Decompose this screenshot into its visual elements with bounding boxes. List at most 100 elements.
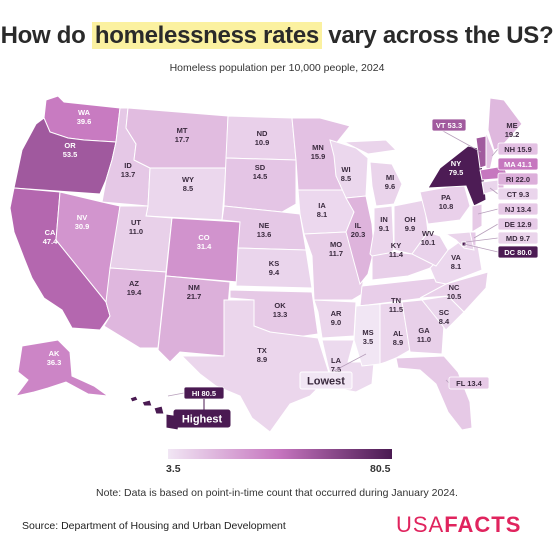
state-label-mt: MT	[177, 126, 188, 135]
callout-label-hi: HI 80.5	[192, 389, 216, 398]
title-highlight: homelessness rates	[91, 22, 322, 49]
state-md	[444, 231, 475, 251]
state-value-me: 19.2	[505, 130, 520, 139]
state-wy	[145, 167, 227, 221]
state-label-mo: MO	[330, 240, 342, 249]
state-label-ca: CA	[45, 228, 56, 237]
state-label-nv: NV	[77, 213, 87, 222]
state-label-ak: AK	[49, 349, 60, 358]
callout-label-vt: VT 53.3	[436, 121, 462, 130]
state-label-nc: NC	[449, 283, 460, 292]
state-label-mi: MI	[386, 173, 394, 182]
state-label-pa: PA	[441, 193, 451, 202]
callout-label-de: DE 12.9	[504, 220, 531, 229]
state-value-ia: 8.1	[317, 210, 327, 219]
title-part: How do	[0, 22, 92, 49]
state-nm	[157, 275, 231, 363]
state-va	[429, 239, 483, 285]
state-value-mi: 9.6	[385, 182, 395, 191]
legend-min-label: 3.5	[166, 463, 181, 475]
callout-leader-hi	[167, 392, 185, 397]
state-value-wy: 8.5	[183, 184, 193, 193]
page-title: How do homelessness rates vary across th…	[0, 22, 554, 50]
state-value-az: 19.4	[127, 288, 142, 297]
callout-label-ma: MA 41.1	[504, 160, 532, 169]
lowest-callout-box	[299, 371, 353, 390]
callout-label-nh: NH 15.9	[504, 145, 532, 154]
callout-leader-nj	[477, 208, 499, 215]
state-label-in: IN	[380, 215, 388, 224]
state-fl	[395, 355, 473, 431]
state-value-nm: 21.7	[187, 292, 202, 301]
title-part: vary across the US?	[321, 22, 554, 49]
state-value-ks: 9.4	[269, 268, 280, 277]
state-label-oh: OH	[404, 215, 415, 224]
state-value-ne: 13.6	[257, 230, 272, 239]
state-value-wi: 8.5	[341, 174, 351, 183]
usafacts-logo: USAFACTS	[396, 512, 521, 538]
state-ks	[235, 247, 313, 289]
state-label-wa: WA	[78, 108, 91, 117]
callout-label-ct: CT 9.3	[507, 190, 530, 199]
state-value-al: 8.9	[393, 338, 403, 347]
callout-box-nj	[497, 202, 539, 216]
state-label-mn: MN	[312, 143, 324, 152]
state-value-mn: 15.9	[311, 152, 326, 161]
logo-part: USA	[396, 512, 445, 537]
callout-leader-ct	[489, 187, 499, 195]
state-value-va: 8.1	[451, 262, 461, 271]
state-value-ut: 11.0	[129, 227, 143, 236]
state-value-sc: 8.4	[439, 317, 450, 326]
state-label-ia: IA	[318, 201, 326, 210]
callout-box-dc	[497, 245, 539, 259]
state-label-nd: ND	[257, 129, 268, 138]
logo-part: FACTS	[444, 512, 522, 537]
state-label-ny: NY	[451, 159, 461, 168]
callout-box-ri	[497, 172, 539, 186]
state-sd	[223, 157, 297, 213]
state-value-id: 13.7	[121, 170, 136, 179]
state-label-az: AZ	[129, 279, 139, 288]
state-value-or: 53.5	[63, 150, 78, 159]
state-value-ak: 36.3	[47, 358, 62, 367]
callout-box-ct	[497, 187, 539, 201]
state-ms	[353, 303, 381, 367]
state-label-wv: WV	[422, 229, 434, 238]
state-value-oh: 9.9	[405, 224, 415, 233]
state-value-ca: 47.4	[43, 237, 58, 246]
state-value-in: 9.1	[379, 224, 389, 233]
state-value-co: 31.4	[197, 242, 212, 251]
state-value-ky: 11.4	[389, 250, 404, 259]
state-label-al: AL	[393, 329, 403, 338]
callout-box-de	[497, 217, 539, 231]
state-label-la: LA	[331, 356, 342, 365]
legend-max-label: 80.5	[370, 463, 391, 475]
state-label-ks: KS	[269, 259, 279, 268]
state-tx	[180, 299, 331, 433]
state-value-ga: 11.0	[417, 335, 431, 344]
source-text: Source: Department of Housing and Urban …	[22, 520, 286, 532]
state-value-pa: 10.8	[439, 202, 454, 211]
state-value-tx: 8.9	[257, 355, 267, 364]
legend-gradient-bar	[168, 449, 392, 459]
state-label-sc: SC	[439, 308, 450, 317]
state-label-sd: SD	[255, 163, 266, 172]
subtitle: Homeless population per 10,000 people, 2…	[169, 62, 385, 74]
callout-leader-fl	[445, 379, 450, 384]
state-label-nm: NM	[188, 283, 200, 292]
state-ak	[14, 339, 110, 397]
state-label-tn: TN	[391, 296, 401, 305]
state-value-mo: 11.7	[329, 249, 343, 258]
state-value-nd: 10.9	[255, 138, 270, 147]
state-value-ok: 13.3	[273, 310, 288, 319]
state-value-nv: 30.9	[75, 222, 90, 231]
callout-box-nh	[497, 142, 539, 156]
callout-leader-de	[473, 223, 499, 239]
state-label-or: OR	[64, 141, 76, 150]
state-label-wi: WI	[341, 165, 350, 174]
callout-label-dc: DC 80.0	[504, 248, 532, 257]
state-label-ar: AR	[331, 309, 342, 318]
callout-box-md	[497, 231, 539, 245]
state-label-va: VA	[451, 253, 461, 262]
